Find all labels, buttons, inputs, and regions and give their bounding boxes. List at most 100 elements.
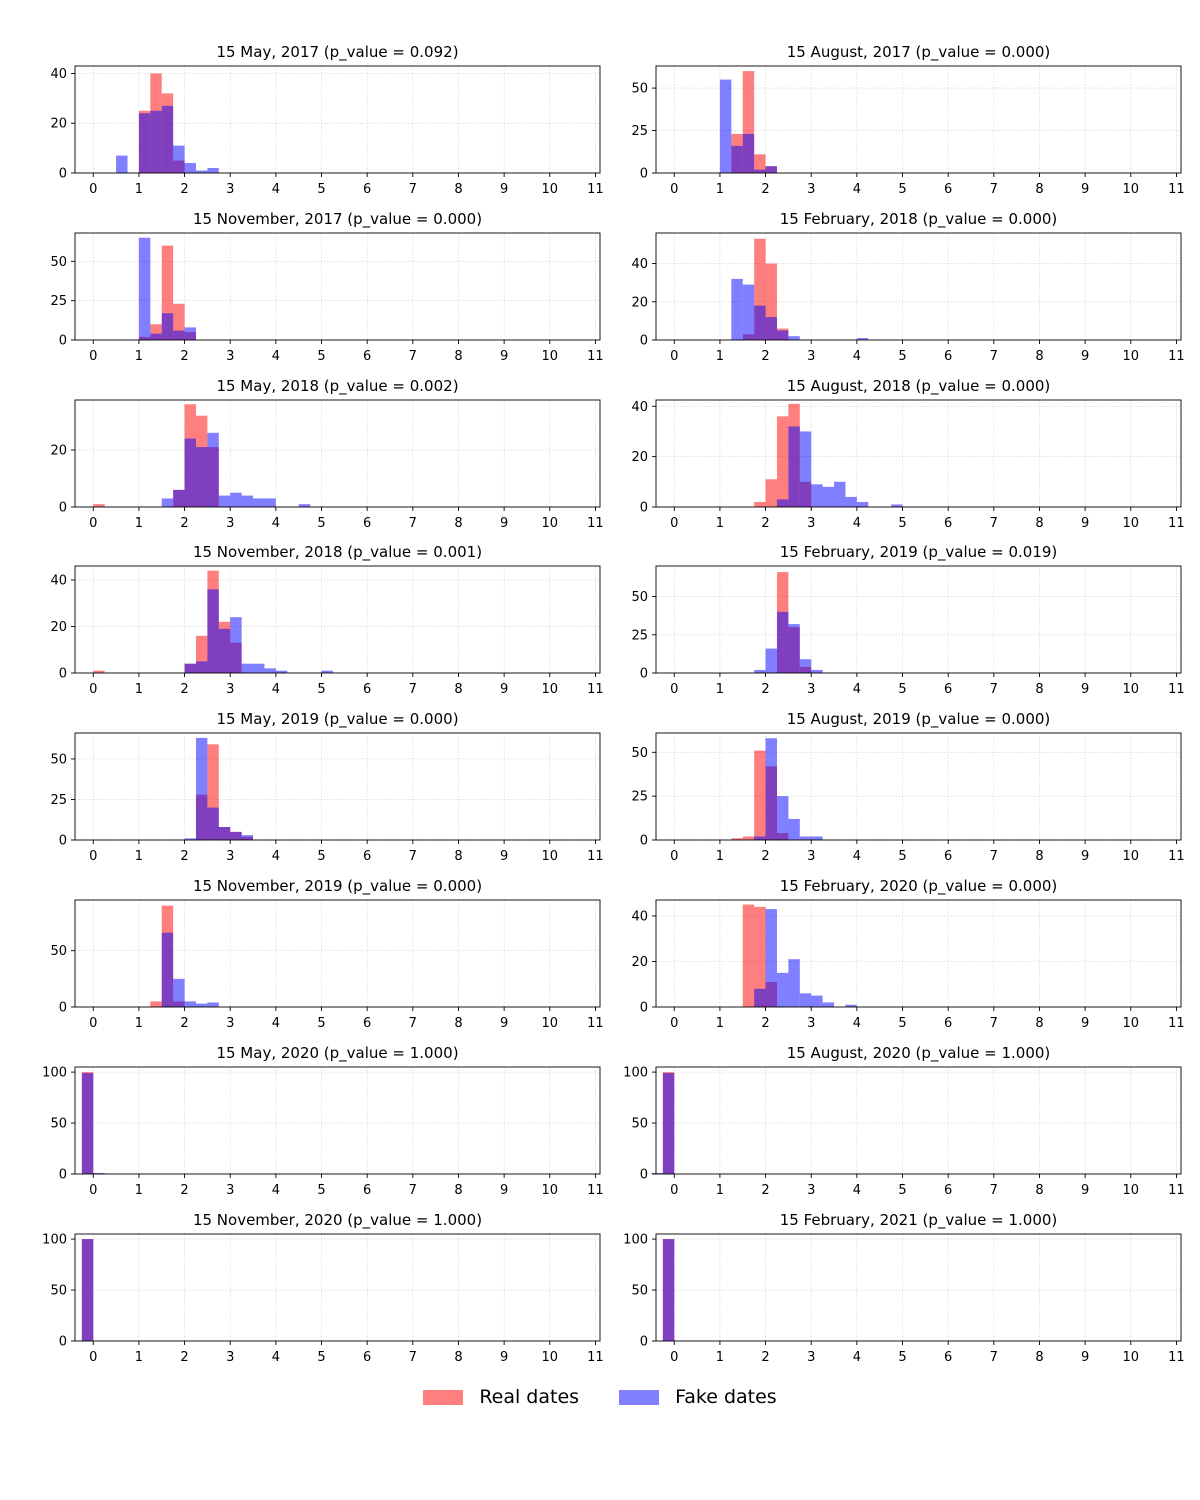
x-tick-label: 4: [853, 516, 861, 531]
plot-frame: [655, 232, 1182, 341]
x-tick-label: 0: [89, 1350, 97, 1365]
x-tick-label: 11: [1168, 516, 1185, 531]
bar-fake: [856, 338, 869, 340]
y-tick-label: 50: [50, 1117, 67, 1132]
bar-fake: [184, 1001, 196, 1007]
x-tick-label: 3: [226, 349, 234, 364]
x-tick-label: 7: [409, 1350, 417, 1365]
y-tick-label: 50: [50, 752, 67, 767]
x-tick-label: 2: [761, 1350, 769, 1365]
x-tick-label: 6: [944, 1350, 952, 1365]
bar-fake: [241, 835, 254, 840]
bar-real: [161, 245, 174, 340]
x-tick-label: 1: [716, 1350, 724, 1365]
legend-item-fake: Fake dates: [619, 1386, 777, 1408]
bar-fake: [207, 807, 219, 840]
x-tick-label: 10: [542, 349, 559, 364]
bar-real: [93, 504, 105, 507]
x-tick-label: 2: [180, 1183, 188, 1198]
bar-fake: [161, 498, 174, 507]
x-tick-label: 3: [807, 349, 815, 364]
bar-fake: [184, 438, 196, 507]
y-tick-label: 0: [59, 334, 67, 349]
bar-real: [754, 154, 766, 173]
x-tick-label: 6: [944, 849, 952, 864]
x-tick-label: 6: [363, 349, 371, 364]
bar-real: [765, 479, 777, 507]
bar-fake: [173, 978, 185, 1007]
bar-fake: [788, 624, 800, 673]
bar-fake: [799, 659, 812, 673]
x-tick-label: 0: [670, 1183, 678, 1198]
x-tick-label: 10: [1123, 1016, 1140, 1031]
bar-real: [150, 324, 162, 340]
x-tick-label: 1: [135, 682, 143, 697]
bar-fake: [218, 827, 231, 840]
bar-fake: [253, 498, 265, 507]
panel-title: 15 November, 2019 (p_value = 0.000): [193, 877, 482, 896]
bar-fake: [651, 1172, 663, 1174]
x-tick-label: 9: [1081, 682, 1089, 697]
y-tick-label: 100: [42, 1233, 67, 1248]
legend-item-real: Real dates: [423, 1386, 579, 1408]
x-tick-label: 9: [1081, 1016, 1089, 1031]
bar-fake: [754, 988, 766, 1007]
x-tick-label: 3: [807, 516, 815, 531]
x-tick-label: 2: [761, 1183, 769, 1198]
x-tick-label: 3: [226, 182, 234, 197]
x-tick-label: 2: [761, 849, 769, 864]
bar-real: [742, 71, 755, 173]
x-tick-label: 5: [898, 182, 906, 197]
x-tick-label: 1: [716, 849, 724, 864]
x-tick-label: 11: [1168, 1350, 1185, 1365]
x-tick-label: 2: [761, 682, 769, 697]
x-tick-label: 7: [990, 1016, 998, 1031]
x-tick-label: 5: [898, 849, 906, 864]
bar-fake: [230, 831, 242, 840]
bar-fake: [241, 663, 254, 673]
y-tick-label: 50: [631, 82, 648, 97]
bar-real: [742, 904, 755, 1007]
bar-fake: [241, 495, 254, 507]
x-tick-label: 10: [1123, 849, 1140, 864]
bar-fake: [799, 836, 812, 840]
x-tick-label: 5: [898, 1350, 906, 1365]
x-tick-label: 0: [89, 516, 97, 531]
x-tick-label: 6: [363, 182, 371, 197]
x-tick-label: 1: [135, 349, 143, 364]
x-tick-label: 8: [454, 516, 462, 531]
x-tick-label: 11: [587, 849, 604, 864]
bar-fake: [754, 669, 766, 673]
y-tick-label: 100: [623, 1233, 648, 1248]
y-tick-label: 0: [640, 1335, 648, 1350]
x-tick-label: 4: [853, 1016, 861, 1031]
bar-fake: [138, 113, 151, 173]
bar-real: [776, 416, 789, 507]
x-tick-label: 8: [454, 1016, 462, 1031]
x-tick-label: 2: [180, 682, 188, 697]
x-tick-label: 8: [454, 349, 462, 364]
plot-frame: [655, 399, 1182, 508]
y-tick-label: 50: [50, 944, 67, 959]
bar-real: [731, 838, 743, 840]
x-tick-label: 5: [898, 516, 906, 531]
x-tick-label: 2: [180, 349, 188, 364]
x-tick-label: 11: [587, 1183, 604, 1198]
x-tick-label: 6: [363, 682, 371, 697]
x-tick-label: 8: [1035, 1350, 1043, 1365]
x-tick-label: 10: [542, 849, 559, 864]
x-tick-label: 1: [135, 1183, 143, 1198]
x-tick-label: 10: [542, 682, 559, 697]
bar-fake: [834, 481, 846, 507]
x-tick-label: 2: [761, 349, 769, 364]
x-tick-label: 9: [1081, 849, 1089, 864]
bar-fake: [184, 838, 196, 840]
bar-fake: [207, 432, 219, 507]
x-tick-label: 10: [542, 182, 559, 197]
bar-fake: [662, 1073, 675, 1174]
x-tick-label: 5: [317, 182, 325, 197]
y-tick-label: 40: [50, 573, 67, 588]
x-tick-label: 2: [761, 516, 769, 531]
legend-swatch-fake: [619, 1389, 660, 1405]
panel-title: 15 August, 2018 (p_value = 0.000): [787, 377, 1051, 396]
